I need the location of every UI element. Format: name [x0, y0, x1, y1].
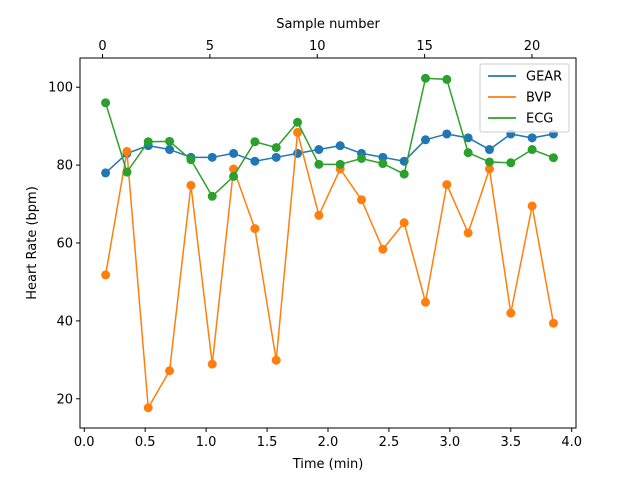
data-point-ecg: [335, 159, 345, 169]
x-tick-label: 2.5: [379, 435, 400, 450]
data-point-bvp: [527, 201, 537, 211]
y-tick-label: 40: [56, 314, 73, 329]
series-gear: [101, 129, 558, 178]
legend-label-bvp: BVP: [526, 91, 551, 106]
series-bvp: [101, 127, 558, 413]
data-point-bvp: [186, 180, 196, 190]
legend-label-ecg: ECG: [526, 112, 553, 127]
x-tick-label: 1.0: [196, 435, 217, 450]
data-point-ecg: [143, 137, 153, 147]
top-x-axis-label: Sample number: [276, 17, 380, 32]
legend-label-gear: GEAR: [526, 70, 562, 85]
data-point-ecg: [293, 117, 303, 127]
data-point-ecg: [357, 153, 367, 163]
data-point-ecg: [442, 74, 452, 84]
legend: GEAR BVP ECG: [479, 63, 570, 133]
x-tick-label: 4.0: [561, 435, 582, 450]
data-point-gear: [293, 148, 303, 158]
data-point-bvp: [143, 403, 153, 413]
data-point-bvp: [293, 127, 303, 137]
data-point-ecg: [101, 98, 111, 108]
data-point-ecg: [250, 137, 260, 147]
data-point-bvp: [101, 270, 111, 280]
data-point-ecg: [484, 157, 494, 167]
x-tick-label: 2.0: [318, 435, 339, 450]
data-point-gear: [314, 145, 324, 155]
data-point-bvp: [357, 195, 367, 205]
x-tick-label: 0.0: [74, 435, 95, 450]
data-point-bvp: [463, 228, 473, 238]
data-point-ecg: [271, 143, 281, 153]
data-point-bvp: [378, 244, 388, 254]
data-point-ecg: [463, 148, 473, 158]
x-tick-label: 1.5: [257, 435, 278, 450]
y-axis-label: Heart Rate (bpm): [25, 186, 40, 300]
data-point-ecg: [399, 169, 409, 179]
data-point-gear: [527, 133, 537, 143]
data-point-bvp: [271, 355, 281, 365]
top-x-tick-label: 5: [206, 39, 214, 54]
x-tick-label: 0.5: [135, 435, 156, 450]
series-ecg: [101, 73, 558, 201]
x-axis-label: Time (min): [292, 457, 364, 472]
top-x-tick-label: 15: [416, 39, 433, 54]
data-point-bvp: [314, 210, 324, 220]
data-point-bvp: [506, 308, 516, 318]
data-point-bvp: [548, 318, 558, 328]
data-point-bvp: [420, 297, 430, 307]
data-point-ecg: [122, 167, 132, 177]
x-tick-label: 3.5: [500, 435, 521, 450]
data-point-bvp: [442, 180, 452, 190]
y-tick-label: 80: [56, 159, 73, 174]
data-point-ecg: [548, 153, 558, 163]
left-y-axis: 20 40 60 80 100: [48, 81, 80, 407]
y-tick-label: 60: [56, 237, 73, 252]
data-point-gear: [463, 133, 473, 143]
data-point-ecg: [506, 158, 516, 168]
data-point-ecg: [314, 159, 324, 169]
data-point-ecg: [165, 136, 175, 146]
x-tick-label: 3.0: [440, 435, 461, 450]
data-point-bvp: [122, 146, 132, 156]
series-line-ecg: [104, 77, 554, 198]
data-point-gear: [484, 145, 494, 155]
data-point-gear: [250, 156, 260, 166]
data-point-ecg: [378, 159, 388, 169]
y-tick-label: 20: [56, 392, 73, 407]
top-x-tick-label: 20: [524, 39, 541, 54]
data-point-ecg: [229, 171, 239, 181]
data-point-ecg: [527, 145, 537, 155]
data-point-bvp: [399, 218, 409, 228]
data-point-gear: [207, 152, 217, 162]
data-point-ecg: [186, 155, 196, 165]
bottom-x-axis: 0.0 0.5 1.0 1.5 2.0 2.5 3.0 3.5 4.0: [74, 428, 582, 450]
y-tick-label: 100: [48, 81, 73, 96]
data-point-gear: [101, 168, 111, 178]
data-point-bvp: [229, 164, 239, 174]
data-point-ecg: [420, 73, 430, 83]
series-layer: [101, 73, 558, 413]
data-point-bvp: [484, 164, 494, 174]
legend-box: [479, 63, 570, 133]
data-point-gear: [335, 141, 345, 151]
data-point-gear: [420, 135, 430, 145]
data-point-bvp: [250, 224, 260, 234]
top-x-tick-label: 0: [98, 39, 106, 54]
data-point-gear: [378, 152, 388, 162]
data-point-gear: [165, 145, 175, 155]
data-point-ecg: [207, 191, 217, 201]
top-x-axis: 0 5 10 15 20: [98, 39, 540, 58]
data-point-bvp: [165, 366, 175, 376]
data-point-gear: [229, 148, 239, 158]
data-point-gear: [271, 152, 281, 162]
data-point-bvp: [207, 359, 217, 369]
top-x-tick-label: 10: [309, 39, 326, 54]
data-point-gear: [442, 129, 452, 139]
series-line-bvp: [104, 131, 555, 409]
series-line-gear: [105, 133, 554, 174]
